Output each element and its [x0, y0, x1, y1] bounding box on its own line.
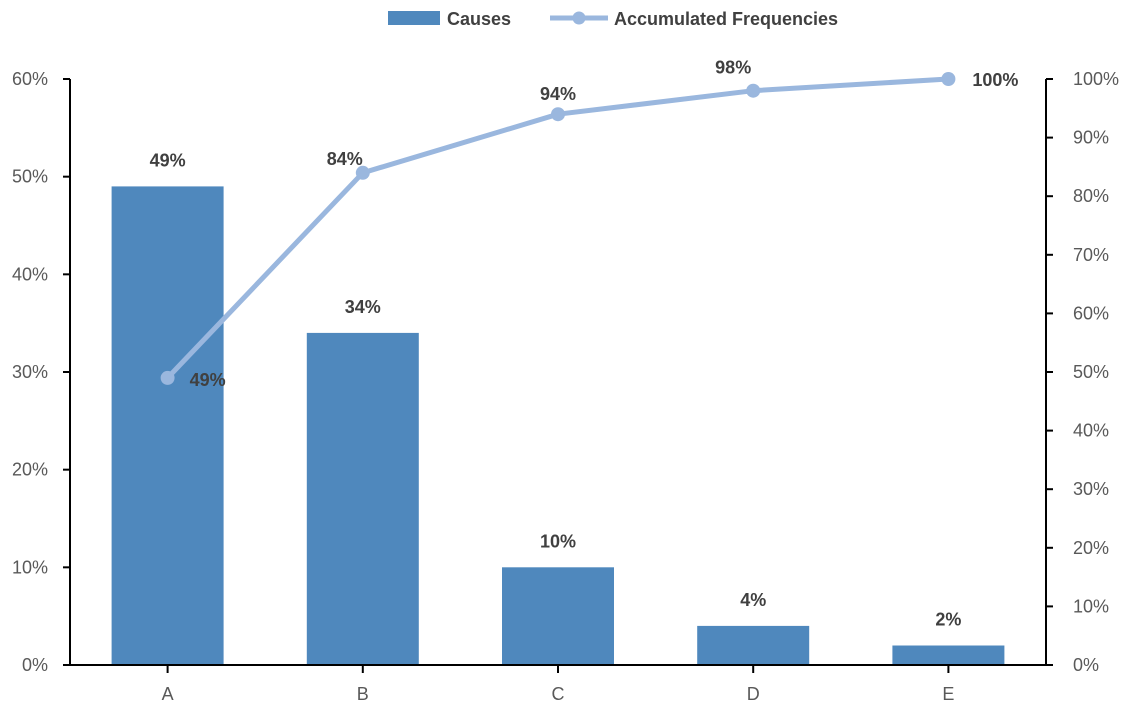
right-tick-label: 30%: [1073, 479, 1109, 499]
legend-swatch-causes: [388, 11, 440, 25]
bar-value-label: 10%: [540, 531, 576, 551]
right-tick-label: 10%: [1073, 596, 1109, 616]
bar-a: [111, 186, 224, 665]
right-tick-label: 50%: [1073, 362, 1109, 382]
x-tick-label: C: [552, 684, 565, 704]
x-tick-label: B: [357, 684, 369, 704]
cumulative-line-group: [160, 72, 956, 385]
right-tick-label: 90%: [1073, 128, 1109, 148]
bar-value-label: 34%: [345, 297, 381, 317]
right-tick-label: 80%: [1073, 186, 1109, 206]
bar-b: [306, 332, 419, 665]
right-tick-label: 0%: [1073, 655, 1099, 675]
left-tick-label: 20%: [12, 460, 48, 480]
cumulative-value-label: 100%: [972, 70, 1018, 90]
bar-value-label: 4%: [740, 590, 766, 610]
bar-value-label: 2%: [935, 609, 961, 629]
right-tick-label: 60%: [1073, 303, 1109, 323]
legend-label-accumulated: Accumulated Frequencies: [614, 9, 838, 29]
legend-swatch-marker: [572, 11, 586, 25]
cumulative-value-label: 98%: [715, 58, 751, 78]
cumulative-value-label: 49%: [190, 370, 226, 390]
left-tick-label: 10%: [12, 557, 48, 577]
left-tick-label: 40%: [12, 264, 48, 284]
cumulative-value-label: 94%: [540, 84, 576, 104]
left-tick-label: 60%: [12, 69, 48, 89]
left-tick-label: 0%: [22, 655, 48, 675]
cumulative-line: [165, 76, 949, 380]
cumulative-value-label: 84%: [327, 149, 363, 169]
cumulative-point-e: [941, 72, 956, 86]
left-tick-label: 30%: [12, 362, 48, 382]
legend-label-causes: Causes: [447, 9, 511, 29]
bar-d: [697, 625, 810, 665]
x-tick-label: A: [162, 684, 174, 704]
bar-e: [892, 645, 1005, 665]
legend: Causes Accumulated Frequencies: [388, 9, 838, 29]
axes-group: 0% 10% 20% 30% 40% 50% 60% 0% 10% 20% 30% 40% 50% 60%…: [12, 69, 1119, 704]
x-tick-label: D: [747, 684, 760, 704]
bars-group: [111, 186, 1005, 665]
bar-c: [502, 567, 614, 665]
bar-value-label: 49%: [150, 150, 186, 170]
cumulative-point-a: [160, 370, 175, 385]
cumulative-point-d: [746, 83, 761, 98]
x-tick-label: E: [942, 684, 954, 704]
left-tick-label: 50%: [12, 167, 48, 187]
right-tick-label: 40%: [1073, 421, 1109, 441]
right-tick-label: 100%: [1073, 69, 1119, 89]
right-tick-label: 20%: [1073, 538, 1109, 558]
cumulative-point-c: [551, 107, 565, 122]
right-tick-label: 70%: [1073, 245, 1109, 265]
cumulative-point-b: [355, 165, 370, 180]
data-labels-group: 49% 34% 10% 4% 2% 49% 84% 94% 98% 100%: [150, 58, 1019, 630]
